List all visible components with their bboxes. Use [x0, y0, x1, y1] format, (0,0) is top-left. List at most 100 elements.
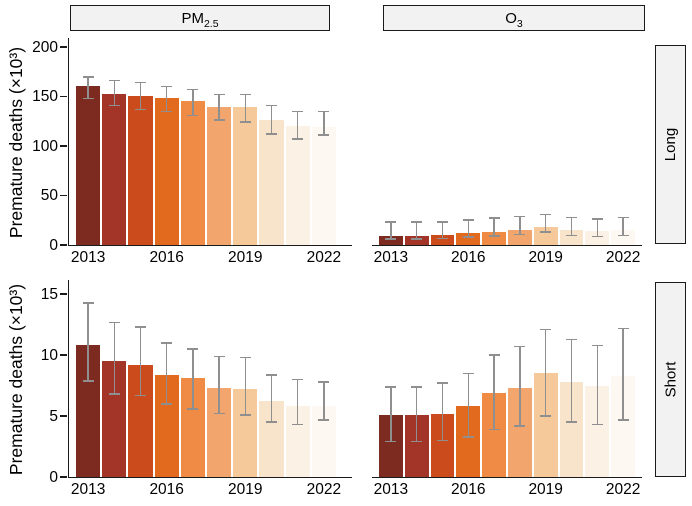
error-bar [441, 221, 444, 239]
error-bar-cap-top [187, 348, 199, 350]
error-bar-cap-bottom [213, 119, 225, 122]
panel-o3-short: 2013 2016 2019 2022 [372, 280, 642, 498]
error-bar-cap-bottom [82, 97, 94, 100]
bar [233, 107, 258, 245]
error-bar [218, 94, 220, 121]
y-axis-tick [60, 95, 68, 98]
error-bar-cap-bottom [213, 412, 225, 415]
x-axis-tick-label: 2013 [70, 481, 106, 498]
error-bar-cap-top [108, 79, 120, 82]
error-bar [87, 76, 89, 99]
error-bar-cap-top [514, 345, 526, 348]
error-bar-cap-bottom [266, 421, 277, 423]
y-axis-title-bottom: Premature deaths (×10³) [6, 283, 27, 475]
error-bar-cap-top [292, 378, 304, 381]
bar [559, 382, 584, 477]
error-bar-cap-top [213, 355, 225, 358]
bar [154, 98, 179, 245]
error-bar-cap-bottom [385, 238, 397, 240]
error-bar [570, 217, 573, 236]
error-bar [415, 221, 418, 240]
x-axis-tick-label: 2019 [528, 481, 563, 498]
error-bar-cap-bottom [318, 418, 330, 421]
error-bar-cap-bottom [437, 439, 448, 442]
error-bar-cap-bottom [540, 231, 552, 233]
x-axis-tick-label: 2022 [306, 249, 342, 266]
bar [508, 388, 532, 477]
error-bar-cap-bottom [135, 108, 146, 111]
error-bar [296, 111, 299, 140]
y-axis-tick [60, 194, 68, 197]
error-bar-cap-bottom [411, 440, 423, 443]
facet-strip-o3-label: O3 [505, 9, 523, 30]
error-bar [441, 383, 444, 441]
error-bar [113, 80, 116, 106]
error-bar-cap-bottom [540, 415, 552, 417]
y-axis-tick-label: 10 [40, 346, 58, 364]
bar [430, 235, 455, 245]
bar [482, 392, 506, 477]
error-bar [493, 218, 495, 237]
error-bar-cap-top [266, 373, 277, 376]
x-axis-tick-label: 2013 [373, 481, 409, 498]
error-bar-cap-bottom [292, 423, 304, 426]
y-axis-tick-label: 0 [49, 236, 58, 254]
error-bar-cap-bottom [318, 134, 330, 136]
bar [611, 375, 635, 477]
bar [508, 229, 532, 245]
error-bar-cap-top [488, 354, 500, 356]
error-bar-cap-bottom [385, 440, 397, 443]
facet-strip-long-label: Long [662, 127, 679, 162]
error-bar [519, 216, 521, 235]
error-bar [415, 386, 418, 442]
bar [404, 235, 429, 245]
error-bar-cap-top [437, 220, 448, 223]
error-bar-cap-bottom [108, 104, 120, 107]
error-bar-cap-bottom [514, 233, 526, 236]
panel-pm25-short: 0 5 10 15 2013 2016 2019 2022 [41, 280, 352, 498]
error-bar [192, 89, 194, 116]
panel-pm25-long: 0 50 100 150 200 2013 2016 2019 2022 [32, 38, 352, 266]
bar [102, 93, 127, 245]
facet-strip-short-label: Short [662, 361, 680, 398]
error-bar-cap-top [591, 217, 603, 220]
error-bar-cap-top [385, 386, 397, 388]
bar [311, 127, 336, 245]
error-bar-cap-top [566, 216, 577, 219]
error-bar-cap-bottom [591, 423, 603, 426]
error-bar-cap-top [318, 381, 330, 383]
error-bar [390, 386, 392, 442]
error-bar-cap-top [108, 321, 120, 324]
x-axis-tick-label: 2013 [373, 249, 409, 266]
bar [585, 230, 610, 245]
error-bar [165, 343, 168, 404]
error-bar-cap-top [82, 302, 94, 304]
error-bar-cap-bottom [187, 408, 199, 410]
error-bar [323, 382, 325, 420]
error-bar [622, 217, 624, 236]
error-bar-cap-bottom [239, 121, 251, 124]
error-bar-cap-top [540, 328, 552, 331]
error-bar [270, 105, 273, 135]
bar [456, 233, 481, 245]
bar [482, 232, 506, 245]
error-bar-cap-bottom [488, 235, 500, 237]
error-bar-cap-top [213, 93, 225, 96]
error-bar-cap-top [239, 356, 251, 359]
x-axis-tick-label: 2019 [228, 249, 263, 266]
error-bar-cap-top [566, 338, 577, 341]
x-axis-tick-label: 2013 [70, 249, 106, 266]
error-bar [87, 302, 89, 381]
error-bar-cap-top [187, 88, 199, 91]
bar [76, 85, 101, 245]
error-bar-cap-bottom [566, 421, 577, 423]
error-bar [544, 329, 547, 417]
error-bar-cap-bottom [108, 393, 120, 395]
error-bar-cap-top [488, 217, 500, 220]
error-bar-cap-bottom [82, 379, 94, 382]
bar [207, 107, 232, 245]
error-bar-cap-bottom [617, 418, 629, 421]
x-axis-tick-label: 2016 [451, 481, 486, 498]
error-bar-cap-top [617, 327, 629, 330]
